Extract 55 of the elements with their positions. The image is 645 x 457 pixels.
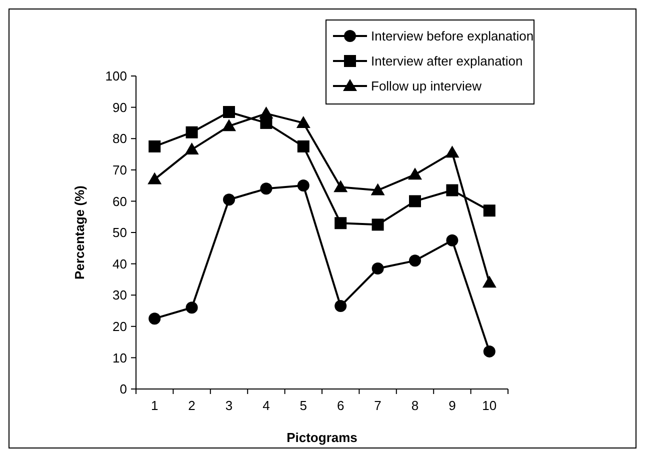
legend-label: Follow up interview [371,78,482,94]
y-tick-label: 10 [112,350,127,366]
x-tick-label: 10 [482,398,497,413]
point [222,119,236,132]
x-tick-label: 8 [411,398,419,413]
point [184,142,199,155]
point [186,126,198,138]
point [445,146,460,158]
point [483,345,496,358]
point [148,140,161,152]
point [408,168,422,180]
y-tick-label: 30 [112,288,127,303]
point [446,234,458,246]
point [370,183,385,196]
point [409,254,421,267]
point [223,106,235,118]
x-tick-label: 5 [300,398,308,413]
y-tick-label: 70 [112,162,127,178]
point [259,106,274,119]
legend-label: Interview before explanation [371,28,534,44]
y-tick-label: 0 [120,382,127,397]
y-tick-label: 100 [105,68,127,84]
point [297,180,310,192]
point [334,217,347,230]
x-tick-label: 6 [336,398,344,413]
y-tick-label: 20 [112,318,127,334]
y-axis-title: Percentage (%) [72,186,87,280]
point [186,302,198,314]
x-tick-label: 3 [225,398,233,413]
point [334,180,348,192]
point [372,262,384,274]
point [483,204,496,217]
y-tick-label: 40 [112,256,127,272]
point [148,172,162,184]
y-tick-label: 90 [112,100,127,115]
point [296,116,310,128]
point [148,312,161,325]
point [334,300,347,312]
point [446,184,458,196]
point [223,194,235,206]
x-tick-label: 9 [448,398,456,413]
point [409,195,421,208]
point [260,182,272,195]
x-tick-label: 7 [374,398,382,413]
x-tick-label: 2 [188,398,196,413]
y-tick-label: 60 [112,194,127,209]
x-tick-label: 1 [150,398,158,413]
y-tick-label: 50 [112,225,127,240]
point [482,276,496,288]
x-tick-label: 4 [262,398,270,413]
point [297,140,310,152]
y-tick-label: 80 [112,131,127,146]
x-axis-title: Pictograms [286,430,358,445]
point [372,218,384,231]
legend-label: Interview after explanation [371,54,523,69]
